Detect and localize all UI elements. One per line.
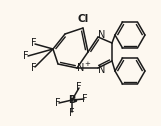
Text: B: B <box>68 95 76 105</box>
Text: +: + <box>84 61 90 67</box>
Text: N: N <box>98 65 106 75</box>
Text: Cl: Cl <box>77 14 89 24</box>
Text: F: F <box>31 63 37 73</box>
Text: N: N <box>77 63 85 73</box>
Text: F: F <box>76 82 82 92</box>
Text: F: F <box>82 94 88 104</box>
Text: F: F <box>69 108 75 118</box>
Text: F: F <box>31 38 37 48</box>
Text: N: N <box>98 30 106 40</box>
Text: F: F <box>23 51 29 61</box>
Text: F: F <box>55 98 61 108</box>
